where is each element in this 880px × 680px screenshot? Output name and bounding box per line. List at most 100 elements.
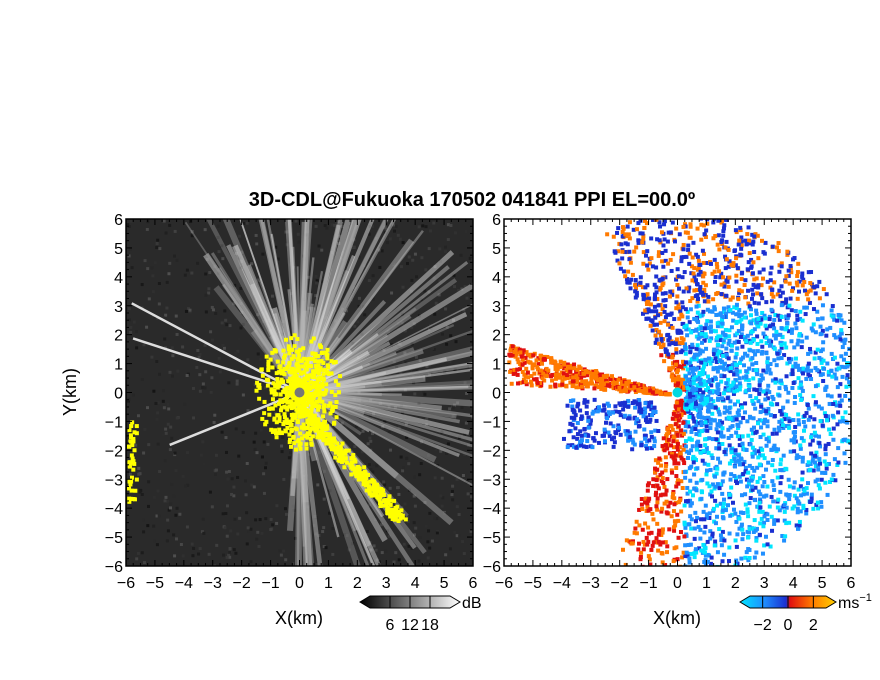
intensity-overlay-cell [309,339,314,344]
velocity-cell [804,335,809,340]
velocity-cell [719,430,724,435]
velocity-cell [676,535,681,540]
velocity-cell [809,492,814,497]
intensity-noise-cell [342,394,346,398]
velocity-cell [844,384,849,389]
velocity-cell [708,324,713,329]
intensity-noise-cell [369,439,373,443]
intensity-noise-cell [279,553,283,557]
velocity-cell [719,396,724,401]
intensity-noise-cell [428,373,432,377]
velocity-cell [792,345,797,350]
intensity-ray [297,219,375,394]
velocity-cell [799,436,804,441]
velocity-cell [722,281,727,286]
velocity-cell [643,500,648,505]
intensity-overlay-cell [128,482,133,487]
velocity-cell [765,419,770,424]
velocity-cell [747,384,752,389]
intensity-noise-cell [235,382,239,386]
velocity-cell [732,402,737,407]
velocity-cell [651,517,656,522]
velocity-cell [685,333,690,338]
velocity-cell [762,543,767,548]
velocity-cell [627,220,632,225]
velocity-cell [744,369,749,374]
intensity-noise-cell [200,530,204,534]
intensity-noise-cell [228,324,232,328]
velocity-cell [809,326,814,331]
intensity-overlay-cell [326,403,331,408]
x-tick-label: −5 [146,575,164,592]
velocity-cell [628,260,633,265]
velocity-cell [625,242,630,247]
velocity-cell [828,325,833,330]
intensity-noise-cell [171,374,175,378]
intensity-noise-cell [334,309,338,313]
intensity-noise-cell [330,223,334,227]
intensity-overlay-cell [329,371,334,376]
intensity-noise-cell [374,548,378,552]
intensity-noise-cell [291,504,295,508]
velocity-cell [673,417,678,422]
intensity-noise-cell [404,406,408,410]
intensity-noise-cell [168,320,172,324]
intensity-overlay-cell [326,365,331,370]
intensity-overlay-cell [387,494,392,499]
intensity-noise-cell [175,258,179,262]
intensity-overlay-cell [286,393,291,398]
velocity-cell [714,389,719,394]
intensity-noise-cell [433,312,437,316]
velocity-cell [681,431,686,436]
intensity-noise-cell [155,242,159,246]
velocity-cell [844,376,849,381]
velocity-cell [815,368,820,373]
velocity-cell [800,388,805,393]
velocity-cell [782,353,787,358]
velocity-cell [734,273,739,278]
intensity-ray [217,267,301,394]
velocity-cell [772,413,777,418]
intensity-overlay-cell [329,359,334,364]
velocity-cell [681,420,686,425]
intensity-noise-cell [381,425,385,429]
velocity-cell [747,526,752,531]
velocity-cell [683,424,688,429]
velocity-cell [760,509,765,514]
velocity-cell [690,401,695,406]
velocity-cell [802,413,807,418]
velocity-cell [757,462,762,467]
intensity-noise-cell [333,223,337,227]
velocity-cell [738,510,743,515]
velocity-cell [764,370,769,375]
intensity-overlay-cell [277,427,282,432]
velocity-cell [736,242,741,247]
intensity-noise-cell [269,393,273,397]
velocity-cell [627,236,632,241]
velocity-cell [679,312,684,317]
velocity-cell [728,383,733,388]
intensity-noise-cell [213,473,217,477]
intensity-overlay-cell [296,368,301,373]
velocity-cell [649,256,654,261]
intensity-overlay-cell [309,400,314,405]
intensity-overlay-cell [339,454,344,459]
intensity-noise-cell [371,370,375,374]
velocity-cell [720,479,725,484]
velocity-cell [646,525,651,530]
intensity-noise-cell [157,514,161,518]
velocity-cell [699,326,704,331]
intensity-noise-cell [271,523,275,527]
velocity-cell [719,543,724,548]
velocity-cell [802,288,807,293]
velocity-cell [787,484,792,489]
intensity-noise-cell [129,219,133,223]
velocity-cell [734,312,739,317]
velocity-cell [797,422,802,427]
velocity-cell [684,402,689,407]
velocity-cell [840,374,845,379]
velocity-cell [665,544,670,549]
velocity-cell [673,458,678,463]
velocity-cell [704,346,709,351]
velocity-cell [656,532,661,537]
